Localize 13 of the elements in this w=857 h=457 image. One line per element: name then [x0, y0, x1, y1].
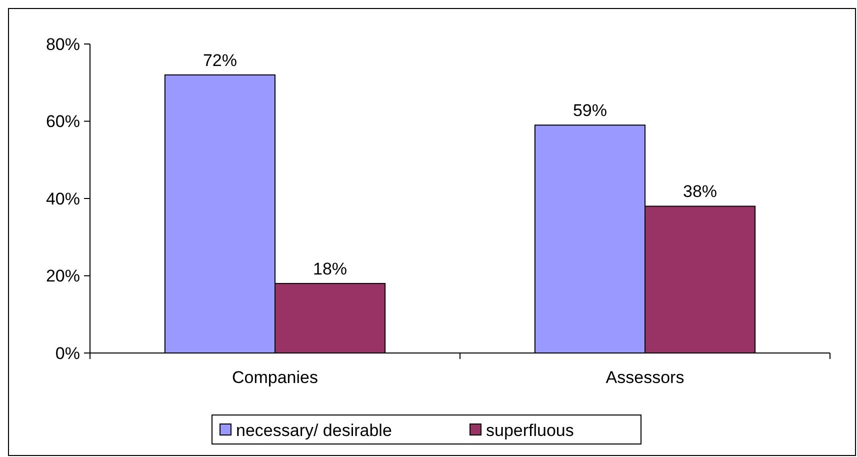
legend-label: necessary/ desirable — [236, 420, 392, 440]
y-tick-label: 60% — [46, 112, 80, 132]
y-tick-label: 0% — [55, 344, 80, 363]
y-tick-label: 80% — [46, 34, 80, 54]
text: 59% — [572, 101, 607, 120]
text: 72% — [202, 50, 237, 70]
y-tick-label: 20% — [46, 266, 80, 286]
legend-label: superfluous — [486, 420, 574, 440]
y-tick-label: 40% — [46, 189, 80, 208]
text: 18% — [313, 259, 348, 278]
x-tick-label: Assessors — [606, 368, 684, 387]
x-tick-label: Companies — [232, 368, 318, 387]
text: 38% — [683, 182, 718, 202]
